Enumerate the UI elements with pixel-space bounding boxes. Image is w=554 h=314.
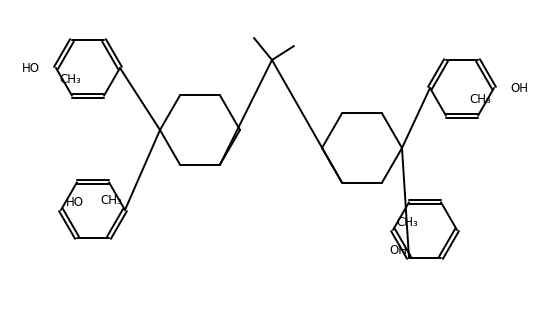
Text: CH₃: CH₃ [100,194,122,207]
Text: HO: HO [66,196,84,209]
Text: OH: OH [389,244,407,257]
Text: OH: OH [510,82,528,95]
Text: CH₃: CH₃ [396,216,418,229]
Text: CH₃: CH₃ [59,73,81,86]
Text: HO: HO [22,62,40,74]
Text: CH₃: CH₃ [469,93,491,106]
